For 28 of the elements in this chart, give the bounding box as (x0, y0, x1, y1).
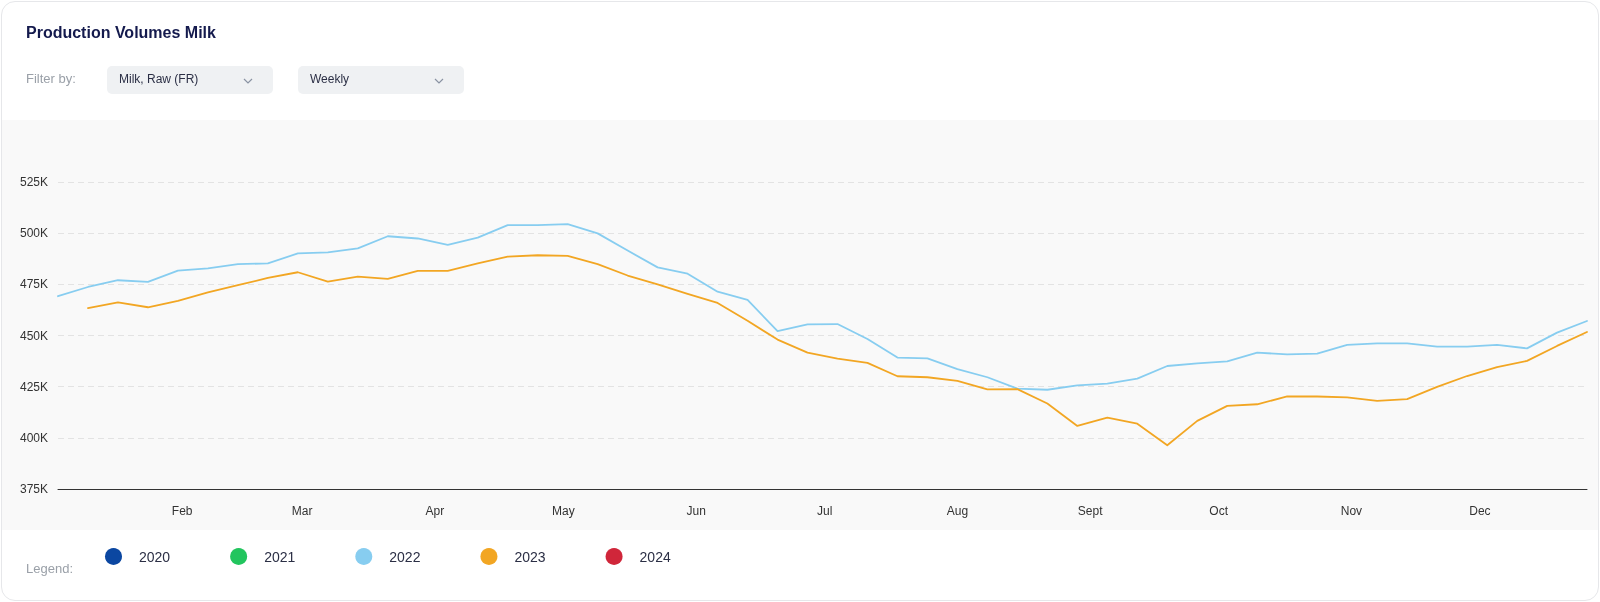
y-tick-label: 525K (19, 175, 48, 189)
text: Milk, Raw (FR) (119, 72, 199, 86)
x-tick-label: Nov (1340, 504, 1363, 518)
x-tick-label: May (552, 504, 575, 518)
x-tick-label: Feb (171, 504, 193, 518)
y-tick-label: 500K (19, 226, 48, 241)
y-tick-label: 425K (19, 379, 48, 394)
x-tick-label: Jul (816, 504, 833, 518)
x-tick-label: Aug (946, 504, 969, 518)
text: Legend: (26, 561, 73, 576)
x-tick-label: Apr (425, 504, 445, 518)
legend-label: 2022 (389, 548, 421, 565)
chart-title: Production Volumes Milk (26, 24, 216, 42)
x-tick-label: Jun (686, 504, 706, 518)
x-tick-label: Oct (1209, 504, 1229, 518)
y-tick-label: 450K (19, 328, 48, 343)
legend-label: 2023 (514, 548, 546, 565)
y-tick-label: 375K (19, 482, 48, 496)
legend-label: 2021 (264, 548, 296, 565)
text: Weekly (310, 72, 350, 86)
x-tick-label: Dec (1469, 504, 1491, 518)
legend-label: 2020 (139, 548, 171, 565)
legend-label: 2024 (639, 548, 671, 565)
x-tick-label: Mar (291, 504, 313, 518)
text: Filter by: (26, 71, 76, 86)
y-tick-label: 400K (19, 430, 48, 445)
y-tick-label: 475K (19, 277, 48, 292)
x-tick-label: Sept (1077, 504, 1104, 518)
